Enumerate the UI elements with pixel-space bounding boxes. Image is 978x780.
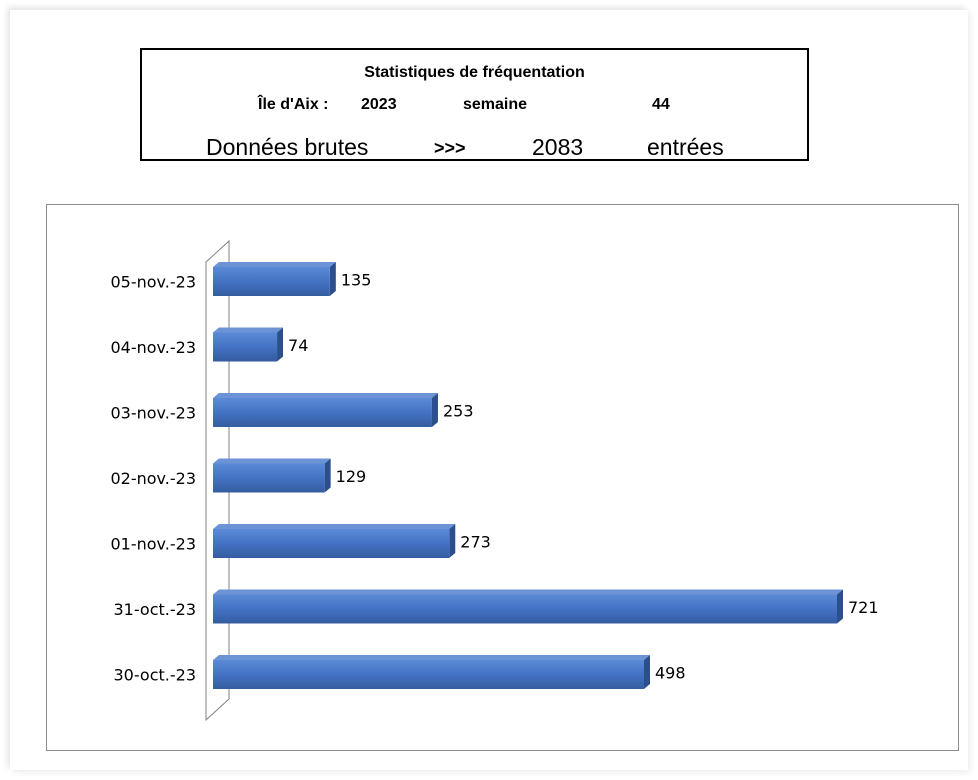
location-label: Île d'Aix : [258,96,329,113]
category-label-1: 04-nov.-23 [110,338,196,357]
raw-data-label: Données brutes [206,134,369,160]
bar-5 [213,594,837,624]
bar-6 [213,660,645,689]
category-label-4: 01-nov.-23 [110,535,196,554]
data-label-6: 498 [655,664,686,683]
header-title: Statistiques de fréquentation [364,64,585,81]
data-label-3: 129 [336,467,367,486]
total-entries-value: 2083 [532,134,584,160]
category-label-6: 30-oct.-23 [113,666,196,685]
category-label-0: 05-nov.-23 [110,273,196,292]
data-label-0: 135 [341,271,372,290]
bar-side-face-4 [449,524,456,558]
bar-side-face-2 [431,393,438,427]
data-label-2: 253 [443,402,474,421]
bar-top-face-5 [213,589,843,595]
week-label: semaine [463,96,528,113]
bar-3 [213,463,325,493]
bar-side-face-5 [837,589,843,624]
bar-side-face-3 [324,458,331,493]
bar-top-face-2 [213,393,438,398]
bar-top-face-1 [213,327,284,333]
bars-group: 05-nov.-23 135 04-nov.-23 74 03-nov.-23 253 02… [110,262,879,689]
bar-top-face-0 [213,262,336,267]
data-label-4: 273 [460,533,491,552]
arrows-label: >>> [434,138,466,158]
week-number: 44 [652,96,670,113]
category-label-2: 03-nov.-23 [110,404,196,423]
header-box: Statistiques de fréquentation Île d'Aix … [140,48,809,161]
year-value: 2023 [361,96,397,113]
bar-side-face-1 [277,327,284,362]
entries-label: entrées [647,134,724,160]
category-label-5: 31-oct.-23 [113,600,196,619]
bar-top-face-6 [213,655,651,660]
bar-top-face-4 [213,524,456,529]
bar-1 [213,332,278,362]
data-label-5: 721 [848,598,879,617]
bar-0 [213,267,330,296]
bar-side-face-6 [644,655,651,689]
bar-top-face-3 [213,458,331,464]
category-label-3: 02-nov.-23 [110,469,196,488]
data-label-1: 74 [288,336,308,355]
bar-4 [213,529,450,558]
bar-2 [213,398,432,427]
bar-side-face-0 [329,262,336,296]
